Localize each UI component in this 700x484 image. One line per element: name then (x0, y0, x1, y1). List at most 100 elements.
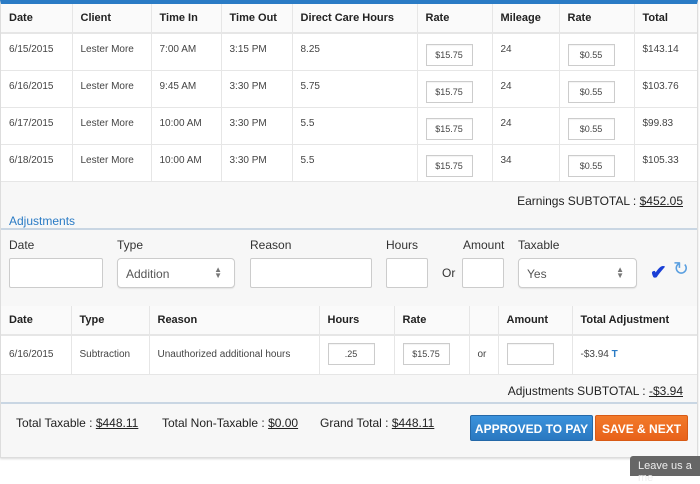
cell-mileage_rate: $0.55 (559, 70, 635, 108)
save-and-next-button[interactable]: SAVE & NEXT (595, 415, 688, 441)
rate-input[interactable]: $15.75 (425, 117, 473, 140)
cell-time_in: 10:00 AM (151, 144, 222, 182)
cell-time_out: 3:30 PM (221, 144, 293, 182)
taxable-select[interactable]: Yes ▲ ▼ (518, 258, 637, 288)
col-total-adjustment: Total Adjustment (572, 306, 697, 336)
refresh-icon[interactable]: ↻ (673, 259, 689, 280)
cell-time_in: 9:45 AM (151, 70, 222, 108)
cell-rate: $15.75 (417, 70, 493, 108)
chat-tab[interactable]: Leave us a me (630, 456, 700, 484)
adjustments-table: Date Type Reason Hours Rate Amount Total… (1, 306, 697, 375)
mileage-rate-input[interactable]: $0.55 (567, 117, 615, 140)
select-arrows-icon: ▲ ▼ (616, 265, 624, 280)
total-non-taxable-value: $0.00 (268, 416, 299, 430)
cell-mileage_rate: $0.55 (559, 144, 635, 182)
rate-input[interactable]: $15.75 (425, 154, 473, 177)
cell-hours: 5.5 (292, 107, 418, 145)
type-select[interactable]: Addition ▲ ▼ (117, 258, 235, 288)
col-time-out: Time Out (221, 4, 293, 34)
adj-amount-input[interactable] (506, 343, 554, 365)
cell-date: 6/17/2015 (1, 107, 73, 145)
adj-rate-input[interactable]: $15.75 (402, 343, 450, 365)
cell-date: 6/15/2015 (1, 33, 73, 71)
col-hours: Hours (319, 306, 395, 336)
cell-hours: 8.25 (292, 33, 418, 71)
cell-time_out: 3:15 PM (221, 33, 293, 71)
hours-input[interactable] (386, 258, 428, 288)
earnings-subtotal: Earnings SUBTOTAL : $452.05 (517, 194, 683, 208)
col-date: Date (1, 306, 72, 336)
adj-total: -$3.94 (580, 349, 609, 360)
adj-or: or (469, 335, 499, 375)
taxable-flag: T (611, 349, 618, 360)
hours-label: Hours (386, 238, 419, 252)
reason-label: Reason (250, 238, 292, 252)
adjustments-subtotal-value: -$3.94 (648, 384, 683, 398)
date-input[interactable] (9, 258, 103, 288)
cell-mileage_rate: $0.55 (559, 33, 635, 71)
adjustments-header: Date Type Reason Hours Rate Amount Total… (1, 306, 697, 336)
adj-date: 6/16/2015 (1, 335, 72, 375)
reason-input[interactable] (250, 258, 372, 288)
cell-time_out: 3:30 PM (221, 70, 293, 108)
col-client: Client (72, 4, 152, 34)
cell-time_in: 10:00 AM (151, 107, 222, 145)
cell-total: $105.33 (634, 144, 697, 182)
grand-total-value: $448.11 (391, 416, 435, 430)
or-label: Or (442, 266, 456, 280)
taxable-label: Taxable (518, 238, 560, 252)
col-type: Type (71, 306, 150, 336)
cell-date: 6/18/2015 (1, 144, 73, 182)
table-row: 6/16/2015 Subtraction Unauthorized addit… (1, 335, 697, 375)
cell-time_in: 7:00 AM (151, 33, 222, 71)
col-date: Date (1, 4, 73, 34)
total-taxable-value: $448.11 (95, 416, 139, 430)
table-row: 6/16/2015 Lester More 9:45 AM 3:30 PM 5.75 $1… (1, 70, 697, 108)
mileage-rate-input[interactable]: $0.55 (567, 80, 615, 103)
earnings-subtotal-label: Earnings SUBTOTAL : (517, 194, 640, 208)
cell-hours: 5.75 (292, 70, 418, 108)
divider (1, 402, 697, 404)
cell-total: $99.83 (634, 107, 697, 145)
total-non-taxable: Total Non-Taxable : $0.00 (162, 416, 298, 430)
type-label: Type (117, 238, 144, 252)
cell-mileage_rate: $0.55 (559, 107, 635, 145)
divider (1, 228, 697, 230)
cell-rate: $15.75 (417, 107, 493, 145)
adjustments-link[interactable]: Adjustments (9, 214, 76, 228)
earnings-subtotal-value: $452.05 (639, 194, 683, 208)
amount-label: Amount (463, 238, 505, 252)
col-total: Total (634, 4, 697, 34)
cell-hours: 5.5 (292, 144, 418, 182)
cell-client: Lester More (72, 107, 152, 145)
adjustments-subtotal: Adjustments SUBTOTAL : -$3.94 (508, 384, 683, 398)
mileage-rate-input[interactable]: $0.55 (567, 44, 615, 66)
adj-type: Subtraction (71, 335, 150, 375)
grand-total: Grand Total : $448.11 (320, 416, 434, 430)
col-amount: Amount (498, 306, 573, 336)
cell-total: $143.14 (634, 33, 697, 71)
col-hours: Direct Care Hours (292, 4, 418, 34)
cell-rate: $15.75 (417, 144, 493, 182)
check-icon[interactable]: ✔ (650, 262, 667, 284)
table-row: 6/17/2015 Lester More 10:00 AM 3:30 PM 5.5 $1… (1, 107, 697, 145)
cell-rate: $15.75 (417, 33, 493, 71)
earnings-header: Date Client Time In Time Out Direct Care… (1, 4, 697, 34)
earnings-table: Date Client Time In Time Out Direct Care… (1, 4, 697, 182)
cell-client: Lester More (72, 70, 152, 108)
adj-hours-input[interactable]: .25 (327, 343, 375, 365)
table-row: 6/18/2015 Lester More 10:00 AM 3:30 PM 5.5 $1… (1, 144, 697, 182)
col-time-in: Time In (151, 4, 222, 34)
rate-input[interactable]: $15.75 (425, 80, 473, 103)
cell-client: Lester More (72, 144, 152, 182)
total-taxable: Total Taxable : $448.11 (16, 416, 138, 430)
cell-mileage: 24 (492, 107, 560, 145)
approved-to-pay-button[interactable]: APPROVED TO PAY (470, 415, 593, 441)
adjustments-subtotal-label: Adjustments SUBTOTAL : (507, 384, 649, 398)
amount-input[interactable] (462, 258, 504, 288)
cell-date: 6/16/2015 (1, 70, 73, 108)
adj-reason: Unauthorized additional hours (149, 335, 320, 375)
rate-input[interactable]: $15.75 (425, 44, 473, 66)
col-or (469, 306, 499, 336)
mileage-rate-input[interactable]: $0.55 (567, 154, 615, 177)
